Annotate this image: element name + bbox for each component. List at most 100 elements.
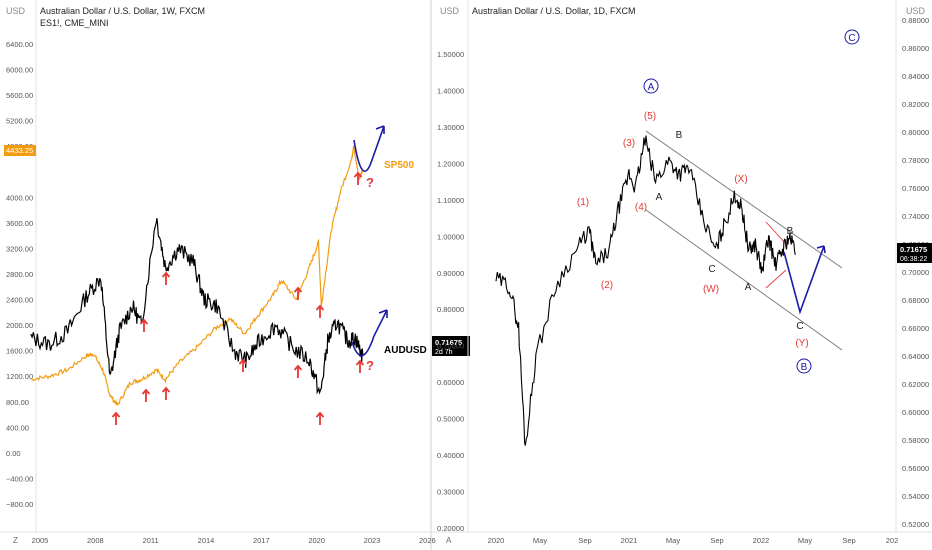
right-right-y-tick-labels: 0.88000 0.86000 0.84000 0.82000 0.80000 0.780… [902,16,929,529]
red-up-arrow [353,171,363,185]
left-x-tick: 2026 [419,536,436,545]
audusd-weekly-line [30,218,364,395]
red-up-arrow [315,304,325,318]
audusd-price-tag-sub: 2d 7h [435,349,453,356]
audusd-projection-curve [351,309,388,357]
right-left-y-tick: 0.70000 [437,342,464,351]
wave-c-2: C [796,321,803,332]
wave-2: (2) [601,280,613,291]
right-x-tick: 202 [886,536,899,545]
daily-projection-path [783,245,825,315]
right-left-y-tick: 0.50000 [437,415,464,424]
right-x-tick: 2020 [488,536,505,545]
red-up-arrow [161,386,171,400]
left-y-tick: 1200.00 [6,372,33,381]
right-x-tick: May [798,536,812,545]
right-y-tick: 0.58000 [902,436,929,445]
channel-lower-line [645,209,843,351]
red-small-channel-upper [765,221,787,245]
audusd-price-tag-text: 0.71675 [435,338,462,347]
red-up-arrow [355,359,365,373]
usd-tag-right-right: USD [906,6,926,16]
right-chart-title: Australian Dollar / U.S. Dollar, 1D, FXC… [472,6,636,16]
red-up-arrow [161,271,171,285]
wave-c-1: C [708,264,715,275]
right-left-y-tick: 1.40000 [437,86,464,95]
left-x-tick: 2017 [253,536,270,545]
right-left-y-tick: 1.20000 [437,159,464,168]
label-sp500: SP500 [384,160,414,171]
circle-b-marker [796,358,812,374]
wave-b-1: B [676,130,683,141]
right-left-y-tick: 0.40000 [437,451,464,460]
right-y-tick: 0.84000 [902,72,929,81]
sp500-line [30,145,364,406]
wave-labels: A C B (1) (2) (3) (4) (5) (X) (W) (Y) A … [577,29,860,374]
right-panel: USD Australian Dollar / U.S. Dollar, 1D,… [431,0,932,545]
right-y-tick: 0.64000 [902,352,929,361]
left-x-tick: 2005 [32,536,49,545]
wave-circle-c: C [848,33,855,44]
right-y-tick: 0.74000 [902,212,929,221]
wave-1: (1) [577,197,589,208]
audusd-daily-line [495,135,796,446]
wave-4: (4) [635,202,647,213]
wave-circle-a: A [648,82,655,93]
z-icon[interactable]: Z [13,536,18,545]
left-y-tick: 5600.00 [6,91,33,100]
right-y-tick: 0.88000 [902,16,929,25]
a-icon[interactable]: A [446,536,452,545]
daily-price-tag [897,243,932,263]
left-x-tick: 2020 [308,536,325,545]
left-y-tick-labels: 6400.006000.005600.005200.004800.004000.… [6,40,33,509]
right-x-tick: Sep [710,536,723,545]
sp500-projection-curve [353,125,385,173]
left-y-tick: 6000.00 [6,66,33,75]
right-x-tick: Sep [842,536,855,545]
right-x-tick-labels: 2020 May Sep 2021 May Sep 2022 May Sep 202 [488,536,899,545]
right-y-tick: 0.78000 [902,156,929,165]
right-x-tick: Sep [578,536,591,545]
right-y-tick: 0.70000 [902,268,929,277]
right-x-tick: 2021 [621,536,638,545]
left-y-tick: 4000.00 [6,193,33,202]
daily-price-tag-text: 0.71675 [900,245,927,254]
right-left-y-tick: 1.50000 [437,50,464,59]
right-y-tick: 0.68000 [902,296,929,305]
daily-price-tag-sub: 06:38:22 [900,256,927,263]
left-x-tick-labels: 2005 2008 2011 2014 2017 2020 2023 2026 [32,536,436,545]
right-left-y-tick: 1.00000 [437,232,464,241]
usd-tag-left: USD [6,6,26,16]
right-y-tick: 0.60000 [902,408,929,417]
right-y-tick: 0.62000 [902,380,929,389]
left-y-tick: 6400.00 [6,40,33,49]
left-y-tick: 2400.00 [6,296,33,305]
right-left-y-tick: 0.60000 [437,378,464,387]
red-small-channel-lower [765,269,787,289]
left-y-tick: −800.00 [6,500,33,509]
wave-circle-b: B [801,362,808,373]
left-y-tick: 5200.00 [6,117,33,126]
right-y-tick: 0.80000 [902,128,929,137]
wave-a-2: A [745,282,752,293]
wave-3: (3) [623,138,635,149]
right-y-tick: 0.86000 [902,44,929,53]
wave-a-1: A [656,192,663,203]
sp500-projection-arrowhead [375,125,385,134]
right-y-tick: 0.76000 [902,184,929,193]
red-up-arrow [139,318,149,332]
sp500-price-tag [4,145,36,156]
right-left-y-tick: 0.80000 [437,305,464,314]
audusd-projection-arrowhead [378,309,388,318]
left-y-tick: 0.00 [6,449,21,458]
wave-x: (X) [734,174,747,185]
left-x-tick: 2014 [198,536,215,545]
right-left-y-tick: 0.30000 [437,488,464,497]
left-y-tick: 3200.00 [6,244,33,253]
red-up-arrow [315,411,325,425]
left-y-tick: 1600.00 [6,347,33,356]
circle-a-marker [643,78,659,94]
left-y-tick: 800.00 [6,398,29,407]
left-chart-title: Australian Dollar / U.S. Dollar, 1W, FXC… [40,6,205,16]
right-left-y-tick-labels: 1.50000 1.40000 1.30000 1.20000 1.10000 1.000… [437,50,464,533]
